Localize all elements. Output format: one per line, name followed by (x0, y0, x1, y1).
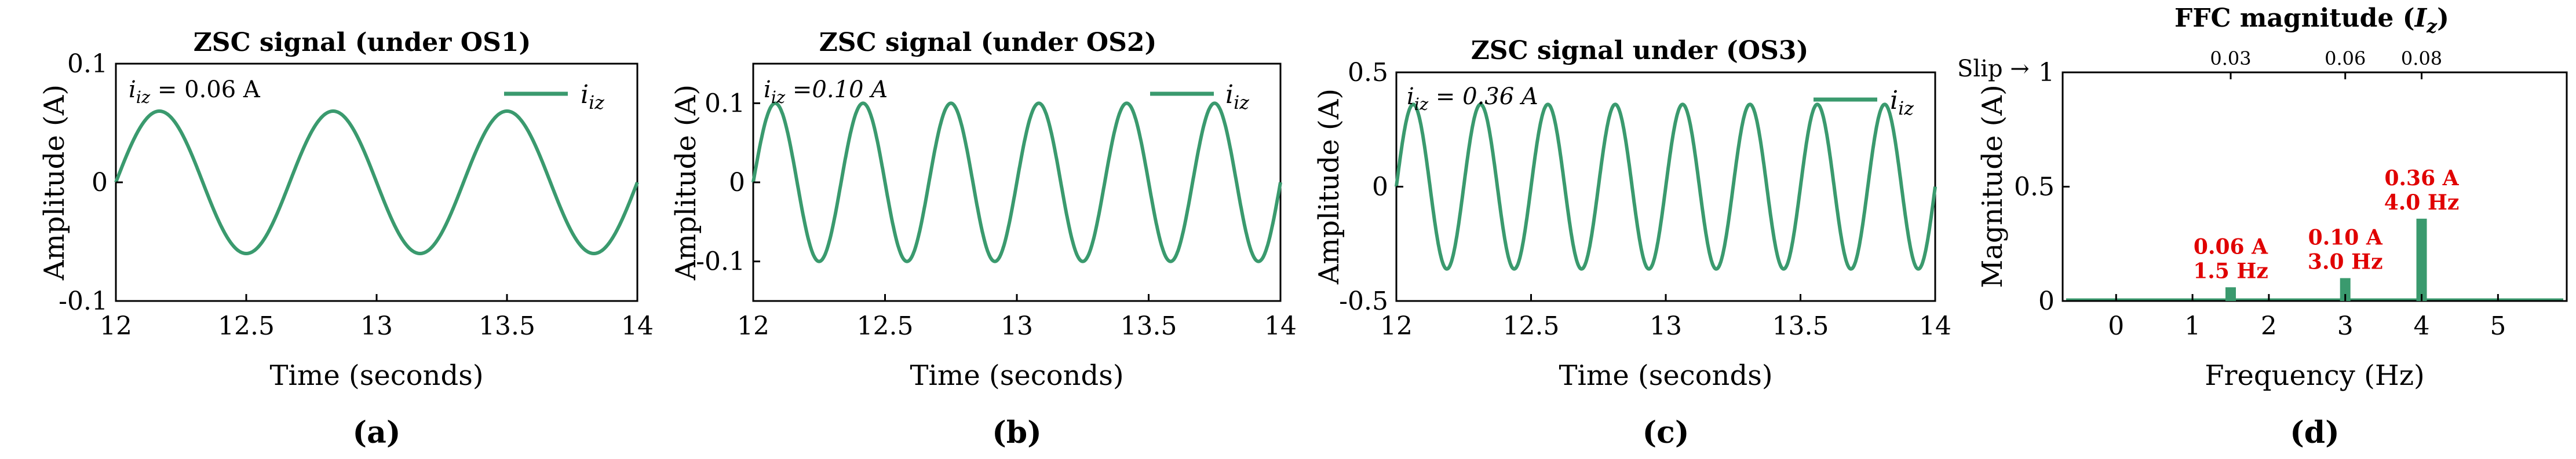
bar-frequency-label: 3.0 Hz (2308, 250, 2383, 274)
y-tick-label: -0.5 (1339, 287, 1388, 316)
annotation-b: iiz =0.10 A (764, 76, 888, 107)
bar (2225, 287, 2236, 301)
x-tick-label: 0 (2108, 311, 2124, 341)
panel-label-a: (a) (353, 415, 401, 450)
x-ticks-a: 12 12.5 13 13.5 14 (100, 294, 654, 341)
series-line-iz (751, 101, 1282, 263)
x-tick-label: 12.5 (857, 311, 914, 341)
bar-layer-d (2066, 218, 2563, 301)
y-tick-label: 0.1 (705, 89, 745, 118)
x-tick-label: 14 (1264, 311, 1297, 341)
y-tick-label: 1 (2038, 58, 2055, 87)
series-line-iz (114, 109, 639, 255)
chart-title-c: ZSC signal under (OS3) (1471, 36, 1809, 65)
y-tick-label: 0.5 (1348, 58, 1388, 87)
x-tick-label: 4 (2414, 311, 2430, 341)
bar-frequency-label: 4.0 Hz (2384, 190, 2460, 215)
x-axis-label-a: Time (seconds) (269, 359, 483, 392)
slip-arrow-icon: → (2003, 56, 2030, 82)
y-tick-label: 0 (1372, 172, 1388, 202)
x-tick-label: 12 (100, 311, 132, 341)
chart-panel-a: ZSC signal (under OS1) 12 12.5 13 13.5 14 0.… (38, 28, 654, 450)
x-tick-label: 13 (360, 311, 393, 341)
chart-title-d: FFC magnitude (Iz) (2174, 3, 2449, 37)
y-ticks-c: 0.5 0 -0.5 (1339, 58, 1403, 316)
annotation-c: iiz = 0.36 A (1407, 83, 1538, 114)
y-tick-label: -0.1 (696, 247, 745, 277)
chart-title-b: ZSC signal (under OS2) (819, 28, 1157, 57)
y-tick-label: 0 (729, 168, 745, 197)
legend-label-c: iiz (1890, 86, 1914, 119)
slip-label: Slip (1957, 56, 2003, 82)
series-layer-a (114, 109, 639, 255)
y-ticks-a: 0.1 0 -0.1 (59, 49, 123, 316)
y-tick-label: -0.1 (59, 287, 108, 316)
x-tick-label: 1 (2184, 311, 2201, 341)
annotation-a: iiz = 0.06 A (129, 76, 261, 107)
x-tick-label: 13.5 (479, 311, 535, 341)
panel-label-b: (b) (992, 415, 1042, 450)
bar (2340, 278, 2351, 301)
x-axis-label-b: Time (seconds) (910, 359, 1123, 392)
y-axis-label-c: Amplitude (A) (1313, 89, 1345, 285)
x-tick-label: 13.5 (1772, 311, 1829, 341)
x-ticks-c: 12 12.5 13 13.5 14 (1380, 294, 1951, 341)
bar-frequency-label: 1.5 Hz (2193, 259, 2268, 283)
y-ticks-b: 0.1 0 -0.1 (696, 89, 760, 277)
x-tick-label: 12 (737, 311, 769, 341)
chart-panel-c: ZSC signal under (OS3) 12 12.5 13 13.5 14 0.… (1313, 36, 1951, 450)
y-tick-label: 0.1 (67, 49, 108, 79)
slip-tick-label: 0.03 (2210, 47, 2251, 69)
y-ticks-d: 10.50 (2014, 58, 2070, 316)
x-axis-label-d: Frequency (Hz) (2205, 359, 2424, 392)
x-tick-label: 3 (2337, 311, 2354, 341)
x-tick-label: 13 (1001, 311, 1033, 341)
x-tick-label: 12.5 (218, 311, 275, 341)
bar-value-label: 0.10 A (2308, 226, 2383, 250)
secondary-ticks-d: 0.03 0.06 0.08 (2210, 47, 2442, 79)
x-ticks-b: 12 12.5 13 13.5 14 (737, 294, 1297, 341)
secondary-axis-label-d: Slip → (1957, 56, 2030, 82)
y-tick-label: 0 (2038, 287, 2055, 316)
series-line-iz (1395, 102, 1937, 271)
chart-title-a: ZSC signal (under OS1) (194, 28, 531, 57)
x-tick-label: 13 (1650, 311, 1682, 341)
y-tick-label: 0.5 (2014, 172, 2055, 202)
bar-value-label: 0.06 A (2194, 234, 2268, 259)
slip-tick-label: 0.08 (2401, 47, 2442, 69)
x-tick-label: 13.5 (1121, 311, 1177, 341)
x-tick-label: 12 (1380, 311, 1413, 341)
x-axis-label-c: Time (seconds) (1559, 359, 1772, 392)
chart-panel-d: FFC magnitude (Iz) Slip → 0.03 0.06 0.08 0… (1957, 3, 2568, 450)
legend-label-a: iiz (581, 80, 604, 113)
y-axis-label-d: Magnitude (A) (1976, 85, 2009, 288)
panel-label-c: (c) (1643, 415, 1690, 450)
x-tick-label: 14 (621, 311, 654, 341)
x-tick-label: 2 (2261, 311, 2277, 341)
x-ticks-d: 0 1 2 3 4 5 (2108, 294, 2506, 341)
slip-tick-label: 0.06 (2325, 47, 2366, 69)
legend-label-b: iiz (1225, 80, 1249, 113)
series-layer-b (751, 101, 1282, 263)
bar-value-label: 0.36 A (2384, 166, 2459, 190)
y-axis-label-a: Amplitude (A) (38, 85, 71, 281)
x-tick-label: 5 (2490, 311, 2506, 341)
bar (2416, 218, 2427, 301)
y-axis-label-b: Amplitude (A) (670, 85, 702, 281)
bar-labels-d: 0.06 A1.5 Hz 0.10 A3.0 Hz 0.36 A4.0 Hz (2193, 166, 2459, 284)
chart-panel-b: ZSC signal (under OS2) 12 12.5 13 13.5 14 0.… (670, 28, 1297, 450)
x-tick-label: 14 (1919, 311, 1951, 341)
x-tick-label: 12.5 (1503, 311, 1560, 341)
series-layer-c (1395, 102, 1937, 271)
y-tick-label: 0 (92, 168, 108, 197)
panel-label-d: (d) (2290, 415, 2340, 450)
